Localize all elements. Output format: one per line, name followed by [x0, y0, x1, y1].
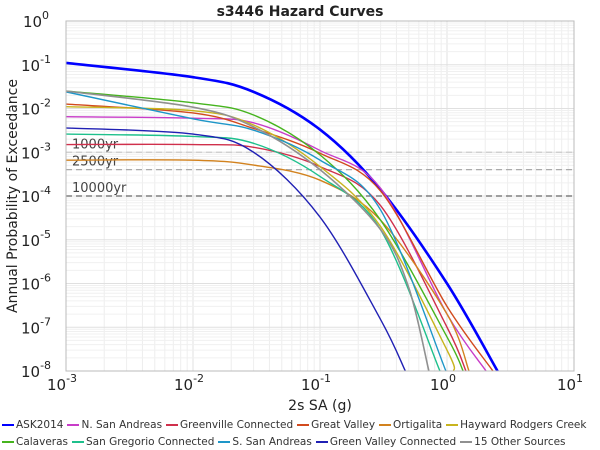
legend-swatch: [315, 440, 328, 443]
series-lines: [66, 61, 499, 371]
tick-exponent: -2: [193, 372, 204, 385]
legend-item: S. San Andreas: [218, 435, 312, 448]
series-line-15-other-sources: [66, 90, 430, 371]
legend-label: Greenville Connected: [180, 418, 294, 431]
tick-exponent: -4: [40, 184, 51, 197]
legend-label: Great Valley: [311, 418, 376, 431]
legend-swatch: [72, 440, 85, 443]
legend-label: ASK2014: [16, 418, 64, 431]
reference-line-label: 10000yr: [72, 181, 127, 196]
tick-exponent: -7: [40, 315, 51, 328]
legend-swatch: [446, 423, 459, 426]
tick-exponent: -1: [40, 53, 51, 66]
tick-base: 10: [21, 57, 40, 75]
tick-exponent: 1: [576, 372, 583, 385]
plot-frame: [65, 20, 575, 372]
tick-base: 10: [21, 188, 40, 206]
tick-base: 10: [174, 376, 193, 394]
series-line-green-valley-connected: [66, 127, 406, 371]
y-tick-label: 10-1: [21, 53, 51, 75]
tick-base: 10: [21, 232, 40, 250]
reference-line-label: 2500yr: [72, 155, 119, 170]
x-tick-label: 100: [430, 372, 456, 394]
legend-label: San Gregorio Connected: [86, 435, 215, 448]
legend-label: Ortigalita: [393, 418, 443, 431]
legend-swatch: [297, 423, 310, 426]
tick-exponent: -6: [40, 272, 51, 285]
legend-item: Hayward Rodgers Creek: [446, 419, 586, 431]
legend-item: Greenville Connected: [166, 419, 293, 431]
tick-base: 10: [21, 101, 40, 119]
legend-item: 15 Other Sources: [460, 435, 566, 448]
tick-exponent: 0: [449, 372, 456, 385]
series-line-san-gregorio-connected: [66, 133, 441, 371]
series-line-hayward-rodgers-creek: [66, 105, 456, 371]
tick-base: 10: [301, 376, 320, 394]
tick-base: 10: [21, 363, 40, 381]
legend-label: Green Valley Connected: [329, 435, 457, 448]
legend-swatch: [2, 423, 14, 426]
tick-exponent: 0: [42, 9, 49, 22]
legend-row: Calaveras San Gregorio Connected S. San An…: [2, 433, 600, 450]
series-line-ortigalita: [66, 159, 470, 371]
tick-base: 10: [21, 276, 40, 294]
tick-exponent: -3: [66, 372, 77, 385]
series-line-s-san-andreas: [66, 91, 447, 371]
y-axis-label: Annual Probability of Exceedance: [5, 79, 21, 313]
y-tick-label: 10-7: [21, 315, 51, 337]
legend-label: 15 Other Sources: [474, 435, 566, 448]
legend-item: Ortigalita: [379, 419, 442, 431]
legend-label: Calaveras: [16, 435, 69, 448]
tick-base: 10: [47, 376, 66, 394]
x-axis-label: 2s SA (g): [288, 398, 352, 414]
legend-item: Calaveras: [2, 436, 68, 448]
legend-row: ASK2014 N. San Andreas Greenville Connecte…: [2, 416, 600, 433]
x-tick-label: 101: [557, 372, 583, 394]
tick-base: 10: [21, 144, 40, 162]
legend-swatch: [67, 423, 80, 426]
tick-base: 10: [23, 13, 42, 31]
y-tick-label: 10-3: [21, 140, 51, 162]
tick-exponent: -1: [320, 372, 331, 385]
legend-swatch: [218, 440, 231, 443]
legend: ASK2014 N. San Andreas Greenville Connecte…: [2, 416, 600, 450]
legend-item: N. San Andreas: [67, 419, 162, 431]
y-tick-label: 10-5: [21, 228, 51, 250]
tick-base: 10: [21, 319, 40, 337]
legend-swatch: [460, 440, 473, 443]
tick-base: 10: [430, 376, 449, 394]
chart-title: s3446 Hazard Curves: [217, 4, 384, 20]
x-tick-label: 10-1: [301, 372, 331, 394]
legend-swatch: [2, 440, 14, 443]
tick-base: 10: [557, 376, 576, 394]
legend-item: Green Valley Connected: [315, 435, 457, 448]
x-tick-labels: 10-3 10-2 10-1 100 101: [47, 372, 583, 394]
legend-item: ASK2014: [2, 419, 63, 431]
legend-label: N. San Andreas: [81, 418, 163, 431]
y-tick-label: 10-6: [21, 272, 51, 294]
x-tick-label: 10-2: [174, 372, 204, 394]
legend-swatch: [379, 423, 392, 426]
tick-exponent: -8: [40, 359, 51, 372]
tick-exponent: -2: [40, 97, 51, 110]
legend-label: S. San Andreas: [232, 435, 312, 448]
legend-label: Hayward Rodgers Creek: [460, 418, 587, 431]
legend-swatch: [166, 423, 179, 426]
series-line-great-valley: [66, 103, 494, 371]
tick-exponent: -3: [40, 140, 51, 153]
y-tick-label: 10-2: [21, 97, 51, 119]
legend-item: San Gregorio Connected: [72, 436, 214, 448]
x-tick-label: 10-3: [47, 372, 77, 394]
y-tick-label: 10-8: [21, 359, 51, 381]
y-tick-label: 100: [23, 9, 49, 31]
series-line-calaveras: [66, 90, 464, 371]
tick-exponent: -5: [40, 228, 51, 241]
legend-item: Great Valley: [297, 419, 375, 431]
y-tick-label: 10-4: [21, 184, 51, 206]
series-line-ask2014: [66, 61, 499, 371]
